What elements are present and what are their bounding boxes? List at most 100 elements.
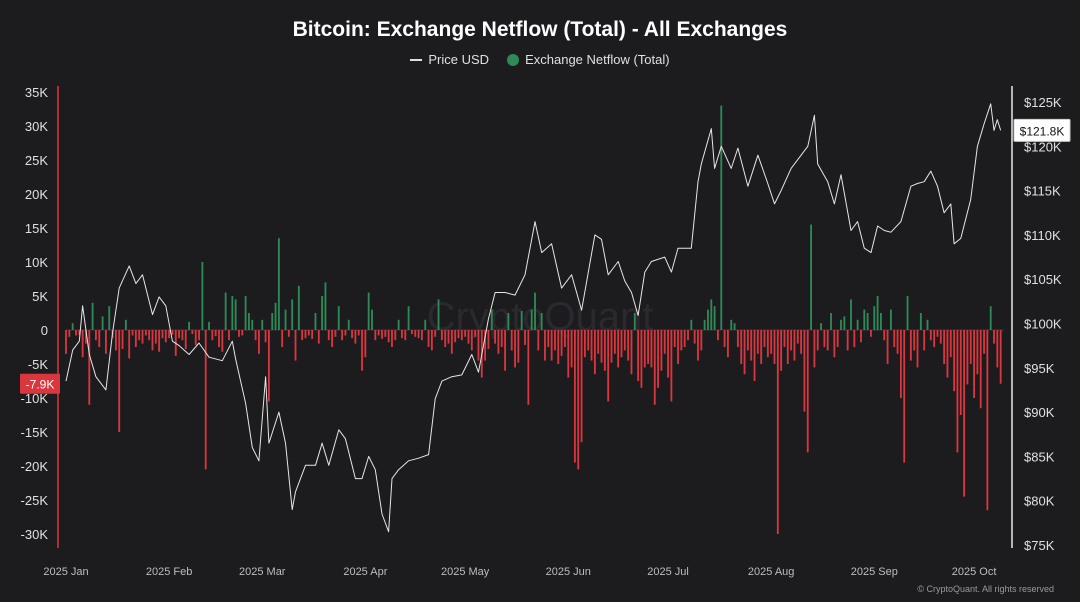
netflow-bar: [736, 330, 739, 347]
legend-item-netflow[interactable]: Exchange Netflow (Total): [507, 52, 670, 67]
netflow-bar: [311, 330, 314, 339]
watermark-text: CryptoQuant: [427, 295, 654, 339]
netflow-bar: [723, 330, 726, 347]
netflow-bar: [208, 321, 210, 330]
netflow-bar: [673, 330, 676, 347]
netflow-bar: [274, 302, 277, 330]
netflow-bar: [347, 319, 350, 330]
netflow-bar: [131, 330, 134, 336]
netflow-bar: [251, 319, 254, 330]
netflow-bar: [284, 309, 287, 330]
netflow-bar: [846, 330, 849, 351]
netflow-bar: [317, 330, 320, 344]
netflow-bar: [613, 330, 616, 354]
netflow-bar: [221, 330, 224, 352]
netflow-bar: [211, 330, 214, 341]
netflow-bar: [264, 330, 267, 343]
x-tick-label: 2025 Sep: [851, 566, 898, 578]
netflow-bar: [401, 330, 403, 339]
netflow-bar: [813, 330, 816, 368]
netflow-bar: [620, 330, 623, 358]
netflow-bar: [650, 330, 653, 368]
netflow-bar: [537, 330, 540, 351]
x-tick-label: 2025 Apr: [343, 566, 387, 578]
chart-legend: Price USD Exchange Netflow (Total): [0, 52, 1080, 67]
netflow-bar: [796, 330, 799, 344]
netflow-bar: [743, 330, 746, 375]
netflow-bar: [98, 330, 101, 347]
netflow-bar: [520, 310, 523, 330]
netflow-bar: [870, 330, 872, 337]
current-price-badge: [1013, 118, 1071, 142]
netflow-bar: [677, 330, 679, 364]
netflow-bar: [883, 330, 886, 341]
netflow-bar: [427, 330, 430, 347]
netflow-bar: [996, 330, 999, 368]
netflow-bar: [986, 330, 989, 511]
netflow-bar: [637, 330, 640, 381]
netflow-bar: [999, 330, 1002, 384]
netflow-bar: [168, 330, 171, 339]
netflow-bar: [238, 330, 240, 337]
netflow-bar: [78, 330, 81, 335]
netflow-bar: [304, 330, 307, 339]
netflow-bar: [597, 330, 600, 354]
netflow-bar: [810, 224, 812, 330]
netflow-bar: [580, 330, 583, 443]
netflow-bar: [803, 330, 806, 412]
netflow-bar: [766, 330, 769, 358]
netflow-bar: [387, 330, 390, 343]
netflow-bar: [643, 330, 646, 368]
netflow-bar: [71, 323, 74, 330]
netflow-bar: [507, 313, 510, 330]
netflow-bar: [574, 330, 576, 463]
netflow-bar: [351, 330, 353, 339]
netflow-bar: [600, 330, 603, 363]
netflow-bar: [101, 316, 104, 330]
netflow-bar: [105, 330, 107, 354]
netflow-bar: [148, 330, 151, 341]
netflow-bar: [267, 330, 270, 402]
right-tick-label: $95K: [1024, 361, 1055, 376]
netflow-bar: [939, 330, 942, 344]
left-tick-label: 0: [41, 323, 48, 338]
netflow-bar: [577, 330, 580, 470]
netflow-bar: [903, 330, 906, 463]
netflow-bar: [181, 330, 184, 341]
netflow-bar: [510, 330, 513, 351]
netflow-bar: [693, 330, 696, 344]
netflow-bar: [474, 330, 477, 337]
netflow-bar: [81, 330, 84, 358]
netflow-bar: [371, 309, 373, 330]
netflow-bar: [860, 330, 862, 343]
netflow-bar: [377, 330, 380, 336]
netflow-bar: [534, 292, 536, 330]
netflow-bar: [753, 330, 756, 381]
left-tick-label: 35K: [25, 85, 48, 100]
netflow-bar: [241, 330, 244, 336]
netflow-bar: [88, 330, 91, 405]
netflow-bar: [367, 292, 370, 330]
netflow-bar: [517, 330, 520, 363]
netflow-bar: [710, 299, 713, 330]
netflow-bar: [697, 330, 699, 361]
netflow-bar: [554, 330, 556, 351]
netflow-bar: [717, 330, 719, 341]
netflow-bar: [700, 330, 703, 351]
netflow-bar: [790, 330, 793, 351]
netflow-bar: [178, 330, 181, 339]
right-tick-label: $110K: [1024, 228, 1061, 243]
netflow-bar: [750, 330, 753, 361]
netflow-bar: [640, 330, 643, 388]
netflow-bar: [470, 330, 473, 351]
netflow-bar: [354, 330, 357, 344]
netflow-bar: [780, 330, 783, 371]
netflow-bar: [923, 330, 926, 351]
left-tick-label: 10K: [25, 255, 48, 270]
netflow-bar: [943, 330, 946, 364]
netflow-bar: [969, 330, 972, 364]
left-tick-label: 5K: [32, 289, 48, 304]
netflow-bar: [391, 330, 393, 347]
netflow-bar: [514, 330, 516, 368]
legend-item-price[interactable]: Price USD: [410, 52, 489, 67]
